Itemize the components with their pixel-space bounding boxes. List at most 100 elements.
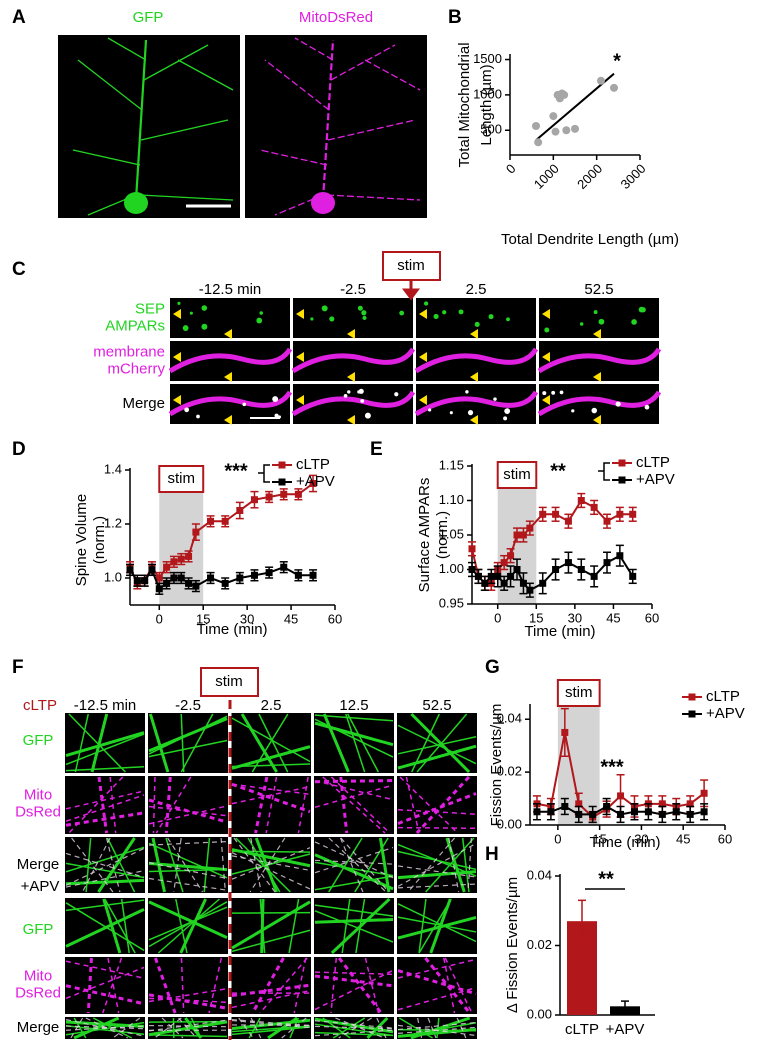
marker: [616, 552, 624, 560]
arrow-marker: [347, 329, 355, 339]
row-label: Mito: [24, 786, 52, 803]
dendrite: [65, 766, 145, 772]
dendrite: [164, 776, 172, 834]
marker: [177, 555, 185, 563]
dendrite: [177, 59, 234, 91]
dendrite: [347, 713, 380, 773]
dendrite: [264, 59, 330, 111]
dendrite: [414, 347, 539, 374]
time-label: -12.5 min: [74, 697, 137, 714]
arrow-marker: [224, 372, 232, 382]
spot: [458, 309, 464, 315]
dendrite: [397, 842, 477, 887]
spot: [423, 301, 429, 306]
annotation: **: [598, 868, 614, 890]
time-label: 52.5: [584, 281, 613, 298]
stim-box: [200, 667, 259, 697]
marker: [507, 552, 515, 560]
dendrite: [90, 713, 109, 773]
marker: [500, 559, 508, 567]
legend-label: cLTP: [706, 688, 740, 705]
row-label: mCherry: [107, 360, 165, 377]
legend-label: cLTP: [296, 456, 330, 473]
y-tick-label: 1.0: [104, 569, 122, 584]
dendrite: [180, 713, 185, 773]
dendrite: [68, 713, 126, 773]
x-tick-label: 30: [240, 611, 254, 626]
dendrite: [72, 149, 141, 166]
arrow-marker: [173, 309, 181, 319]
dendrite: [71, 837, 114, 893]
dendrite: [314, 971, 394, 976]
dendrite: [65, 1025, 145, 1030]
dendrite: [410, 1016, 471, 1040]
y-axis-label: (norm.): [91, 516, 108, 564]
x-tick-label: 0: [494, 610, 501, 625]
dendrite: [337, 957, 383, 1014]
dendrite: [240, 713, 278, 773]
marker: [192, 582, 200, 590]
dendrite: [427, 1017, 437, 1039]
micrograph: [58, 35, 240, 218]
marker: [487, 572, 495, 580]
x-tick-label: 45: [676, 831, 690, 846]
marker: [644, 808, 652, 816]
dendrite: [322, 713, 350, 773]
panel-label: E: [370, 439, 383, 460]
arrow-marker: [470, 415, 478, 425]
arrow-marker: [419, 395, 427, 405]
marker: [590, 572, 598, 580]
dendrite: [259, 957, 308, 1014]
marker: [280, 490, 288, 498]
dendrite: [407, 837, 456, 893]
dendrite: [65, 966, 145, 1000]
dendrite: [168, 390, 293, 417]
dendrite: [339, 837, 364, 893]
condition-label: cLTP: [23, 697, 57, 714]
stim-label: stim: [168, 470, 196, 487]
spot: [242, 402, 247, 407]
micrograph: [397, 898, 477, 954]
dendrite: [397, 826, 477, 830]
marker: [575, 800, 583, 808]
marker: [526, 524, 534, 532]
dendrite: [65, 908, 145, 948]
dendrite: [251, 957, 285, 1014]
marker: [519, 531, 527, 539]
spot: [474, 321, 480, 327]
dendrite: [294, 37, 334, 61]
spot: [579, 322, 584, 326]
marker: [207, 574, 215, 582]
marker: [148, 566, 156, 574]
dendrite: [397, 986, 477, 1011]
dendrite: [65, 733, 145, 766]
marker: [221, 579, 229, 587]
dendrite: [314, 1029, 394, 1037]
dendrite: [341, 898, 351, 954]
x-tick-label: 0: [503, 161, 519, 177]
dendrite: [328, 837, 363, 893]
marker: [686, 810, 694, 818]
x-tick-label: 30: [634, 831, 648, 846]
time-label: -2.5: [175, 697, 201, 714]
image-label: MitoDsRed: [299, 9, 373, 26]
marker: [236, 507, 244, 514]
dendrite: [249, 837, 286, 893]
marker: [294, 490, 302, 498]
y-axis-label: Δ Fission Events/µm: [504, 877, 521, 1013]
y-tick-label: 1.00: [439, 561, 464, 576]
time-label: -2.5: [340, 281, 366, 298]
point: [534, 138, 543, 147]
row-label: Merge: [17, 1019, 60, 1036]
dendrite: [231, 1026, 311, 1036]
point: [551, 127, 560, 136]
dendrite: [397, 916, 477, 933]
x-tick-label: 60: [328, 611, 342, 626]
dendrite: [148, 842, 228, 879]
dendrite: [106, 837, 136, 893]
spot: [394, 392, 399, 397]
dendrite: [85, 1017, 129, 1039]
point: [549, 112, 558, 121]
marker: [170, 574, 178, 582]
